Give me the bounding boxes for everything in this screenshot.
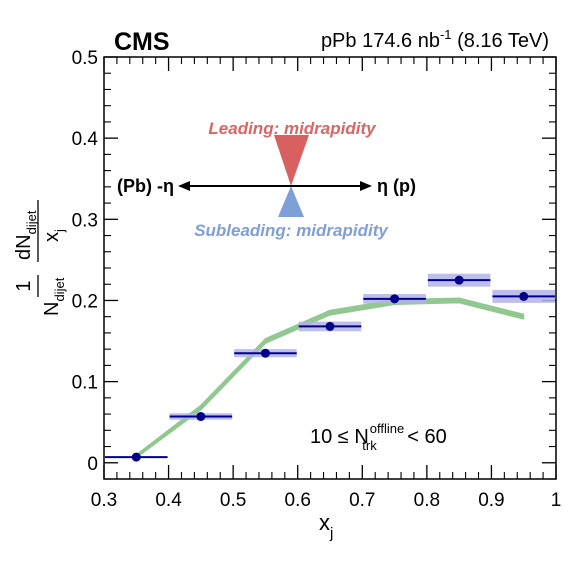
data-point	[196, 412, 206, 422]
x-tick-label: 0.6	[285, 490, 311, 511]
data-points	[105, 275, 555, 462]
right-arrow-label: η (p)	[377, 176, 416, 196]
y-tick-label: 0	[87, 454, 98, 475]
x-tick-label: 0.8	[414, 490, 440, 511]
x-tick-label: 0.3	[91, 490, 117, 511]
right-arrowhead-icon	[360, 181, 372, 191]
data-point	[519, 291, 529, 301]
model-band	[135, 297, 525, 459]
left-arrowhead-icon	[178, 181, 190, 191]
data-point	[454, 275, 464, 285]
x-tick-label: 0.5	[220, 490, 246, 511]
x-tick-label: 0.4	[155, 490, 182, 511]
subleading-cone-icon	[278, 186, 304, 217]
x-tick-label: 0.9	[478, 490, 504, 511]
x-axis: 0.3 0.4 0.5 0.6 0.7 0.8 0.9 1	[91, 57, 562, 511]
dataset-label: pPb 174.6 nb-1 (8.16 TeV)	[321, 27, 549, 52]
model-band-area	[135, 297, 525, 459]
svg-text:1: 1	[13, 280, 35, 291]
multiplicity-selection-label: 10 ≤ Noffline trk < 60	[310, 421, 447, 453]
y-axis-title: 1 Ndijet dNdijet xj	[13, 200, 67, 316]
data-point	[390, 294, 400, 304]
left-arrow-label: (Pb) -η	[117, 176, 174, 196]
x-axis-title: xj	[319, 510, 333, 542]
leading-cone-icon	[274, 135, 309, 186]
y-tick-label: 0.4	[72, 129, 99, 150]
x-tick-label: 0.7	[349, 490, 375, 511]
y-axis: 0 0.1 0.2 0.3 0.4 0.5	[72, 48, 556, 480]
svg-text:xj: xj	[41, 229, 67, 242]
experiment-label: CMS	[114, 28, 170, 56]
svg-text:Ndijet: Ndijet	[41, 277, 67, 316]
svg-text:dNdijet: dNdijet	[13, 210, 39, 260]
data-point	[260, 348, 270, 358]
y-tick-label: 0.3	[72, 210, 98, 231]
data-point	[131, 452, 141, 462]
subleading-label: Subleading: midrapidity	[194, 221, 389, 240]
x-tick-label: 1	[551, 490, 562, 511]
y-tick-label: 0.5	[72, 48, 98, 69]
y-tick-label: 0.1	[72, 373, 98, 394]
y-tick-label: 0.2	[72, 291, 98, 312]
data-point	[325, 321, 335, 331]
leading-label: Leading: midrapidity	[208, 119, 377, 138]
